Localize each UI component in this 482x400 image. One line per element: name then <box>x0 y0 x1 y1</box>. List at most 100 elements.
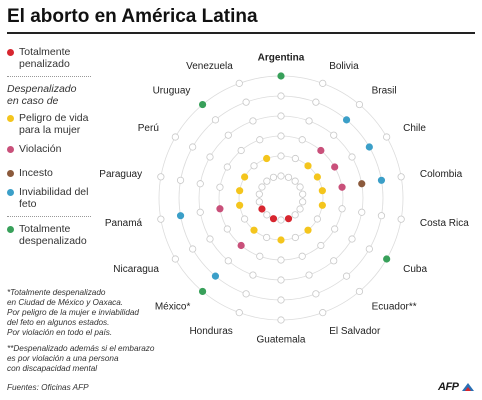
dot-peru-total_pen <box>258 183 266 191</box>
dot-ecuador-vida <box>304 226 312 234</box>
dot-colombia-violacion <box>338 183 346 191</box>
dot-chile-vida <box>313 173 321 181</box>
dot-argentina-violacion <box>277 132 285 140</box>
country-label-bolivia: Bolivia <box>329 61 359 72</box>
dot-nicaragua-inviabilidad <box>189 245 197 253</box>
legend-separator <box>7 76 91 77</box>
dot-mexico-total_desp <box>198 287 207 296</box>
dot-colombia-inviabilidad <box>377 176 386 184</box>
dot-brasil-vida <box>304 162 312 170</box>
country-label-mexico: México* <box>155 302 191 313</box>
title-rule <box>7 32 475 34</box>
dot-panama-total_pen <box>255 198 263 206</box>
dot-colombia-total_pen <box>299 190 307 198</box>
legend-label: Incesto <box>19 167 53 179</box>
dot-bolivia-inviabilidad <box>312 98 320 106</box>
dot-honduras-incesto <box>249 271 257 279</box>
country-label-chile: Chile <box>403 123 426 134</box>
country-label-honduras: Honduras <box>189 326 232 337</box>
dot-argentina-total_pen <box>277 172 285 180</box>
dot-uruguay-incesto <box>224 131 232 139</box>
dot-mexico-violacion <box>237 241 245 250</box>
dot-el-salvador-total_desp <box>319 309 327 317</box>
dot-guatemala-incesto <box>277 276 285 284</box>
dot-argentina-vida <box>277 152 285 160</box>
dot-bolivia-total_desp <box>319 79 327 87</box>
legend-item-totalmente-despenalizado: Totalmente despenalizado <box>7 223 91 247</box>
dot-panama-violacion <box>216 205 224 213</box>
dot-uruguay-inviabilidad <box>211 116 220 124</box>
logo-text: AFP <box>438 381 459 393</box>
dot-nicaragua-incesto <box>206 235 214 243</box>
dot-colombia-vida <box>318 187 326 195</box>
dot-guatemala-total_pen <box>277 216 285 224</box>
country-label-paraguay: Paraguay <box>99 169 142 180</box>
dot-guatemala-total_desp <box>277 316 285 324</box>
legend-item-violacion: Violación <box>7 143 91 155</box>
dot-venezuela-incesto <box>249 117 257 125</box>
dot-cuba-incesto <box>348 235 356 243</box>
dot-uruguay-total_desp <box>198 100 207 109</box>
dot-costa-rica-total_desp <box>397 215 405 223</box>
dot-bolivia-vida <box>291 154 299 163</box>
dot-ecuador-total_pen <box>291 211 299 219</box>
afp-logo-icon <box>461 383 474 391</box>
dot-venezuela-inviabilidad <box>242 98 250 106</box>
dot-panama-inviabilidad <box>176 212 185 220</box>
dot-cuba-inviabilidad <box>365 245 373 253</box>
country-label-peru: Perú <box>138 123 159 134</box>
country-label-uruguay: Uruguay <box>153 86 191 97</box>
dot-guatemala-inviabilidad <box>277 296 285 304</box>
dot-ecuador-violacion <box>317 241 325 250</box>
dot-uruguay-total_pen <box>263 177 271 185</box>
dot-costa-rica-violacion <box>338 205 346 213</box>
country-label-costa-rica: Costa Rica <box>420 218 469 229</box>
footnote-ecuador: **Despenalizado además si el embarazo es… <box>7 344 155 373</box>
dot-costa-rica-incesto <box>358 208 366 216</box>
dot-guatemala-violacion <box>277 256 285 264</box>
legend-label: Peligro de vida para la mujer <box>19 112 89 136</box>
country-label-venezuela: Venezuela <box>186 61 233 72</box>
legend-item-peligro-vida: Peligro de vida para la mujer <box>7 112 91 136</box>
dot-paraguay-total_pen <box>255 190 263 198</box>
dot-peru-violacion <box>223 163 231 171</box>
dot-nicaragua-vida <box>241 215 249 223</box>
dot-bolivia-violacion <box>298 136 306 144</box>
legend-dot-icon <box>7 146 14 153</box>
dot-uruguay-vida <box>250 162 258 170</box>
dot-honduras-inviabilidad <box>242 290 250 298</box>
legend-separator <box>7 216 91 217</box>
dot-paraguay-total_desp <box>157 173 165 181</box>
ring-inviabilidad <box>178 95 384 301</box>
ring-vida <box>238 155 324 241</box>
country-label-el-salvador: El Salvador <box>329 326 381 337</box>
legend-item-incesto: Incesto <box>7 167 91 179</box>
dot-chile-total_desp <box>383 133 391 141</box>
dot-peru-total_desp <box>171 133 179 141</box>
dot-colombia-total_desp <box>397 173 405 181</box>
dot-brasil-inviabilidad <box>342 116 351 124</box>
dot-honduras-vida <box>263 233 271 242</box>
dot-peru-inviabilidad <box>189 143 197 151</box>
dot-bolivia-total_pen <box>284 173 293 181</box>
dot-paraguay-vida <box>236 187 244 195</box>
footnote-mexico: *Totalmente despenalizado en Ciudad de M… <box>7 288 139 337</box>
legend-section-heading: Despenalizado en caso de <box>7 83 77 107</box>
dot-venezuela-total_pen <box>269 173 278 181</box>
country-label-ecuador: Ecuador** <box>372 302 417 313</box>
dot-honduras-violacion <box>256 252 264 260</box>
dot-chile-total_pen <box>296 183 304 191</box>
dot-panama-vida <box>236 201 244 209</box>
legend-dot-icon <box>7 189 14 196</box>
dot-argentina-inviabilidad <box>277 92 285 100</box>
legend: Totalmente penalizado Despenalizado en c… <box>7 46 91 247</box>
dot-nicaragua-violacion <box>223 225 231 233</box>
dot-paraguay-inviabilidad <box>176 176 185 184</box>
dot-panama-incesto <box>196 208 204 216</box>
country-label-nicaragua: Nicaragua <box>113 264 159 275</box>
dot-guatemala-vida <box>277 236 285 244</box>
country-label-panama: Panamá <box>105 218 143 229</box>
dot-chile-violacion <box>331 163 339 171</box>
dot-venezuela-total_desp <box>235 79 243 87</box>
